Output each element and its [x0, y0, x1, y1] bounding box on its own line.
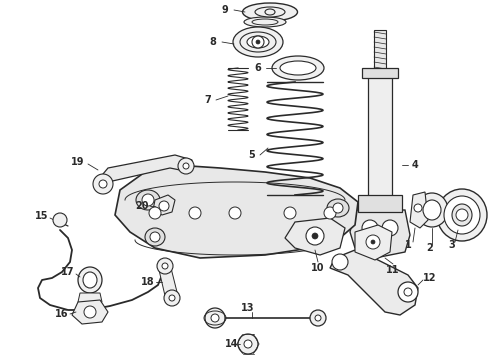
Circle shape — [169, 295, 175, 301]
Circle shape — [362, 220, 378, 236]
Ellipse shape — [136, 190, 160, 210]
Polygon shape — [159, 268, 178, 300]
Polygon shape — [358, 195, 402, 212]
Circle shape — [205, 308, 225, 328]
Ellipse shape — [233, 27, 283, 57]
Ellipse shape — [327, 199, 349, 217]
Circle shape — [84, 306, 96, 318]
Text: 20: 20 — [135, 201, 149, 211]
Circle shape — [371, 240, 375, 244]
Polygon shape — [153, 195, 175, 215]
Text: 2: 2 — [427, 243, 433, 253]
Ellipse shape — [423, 200, 441, 220]
Ellipse shape — [416, 193, 448, 227]
Ellipse shape — [255, 7, 285, 17]
Circle shape — [414, 204, 422, 212]
Circle shape — [382, 220, 398, 236]
Circle shape — [333, 203, 343, 213]
Circle shape — [178, 158, 194, 174]
Circle shape — [456, 209, 468, 221]
Ellipse shape — [265, 9, 275, 15]
Circle shape — [93, 174, 113, 194]
Polygon shape — [374, 30, 386, 72]
Circle shape — [189, 207, 201, 219]
Polygon shape — [368, 70, 392, 215]
Ellipse shape — [444, 196, 480, 234]
Ellipse shape — [244, 17, 286, 27]
Polygon shape — [98, 155, 192, 188]
Text: 10: 10 — [311, 263, 325, 273]
Circle shape — [284, 207, 296, 219]
Text: 19: 19 — [71, 157, 85, 167]
Text: 17: 17 — [61, 267, 75, 277]
Circle shape — [366, 235, 380, 249]
Text: 14: 14 — [225, 339, 239, 349]
Circle shape — [183, 163, 189, 169]
Ellipse shape — [437, 189, 487, 241]
Circle shape — [332, 254, 348, 270]
Text: 18: 18 — [141, 277, 155, 287]
Circle shape — [315, 315, 321, 321]
Text: 4: 4 — [412, 160, 418, 170]
Polygon shape — [350, 210, 410, 258]
Circle shape — [229, 207, 241, 219]
Circle shape — [404, 288, 412, 296]
Text: 11: 11 — [386, 265, 400, 275]
Text: 5: 5 — [248, 150, 255, 160]
Circle shape — [142, 194, 154, 206]
Text: 1: 1 — [405, 240, 412, 250]
Circle shape — [159, 201, 169, 211]
Polygon shape — [72, 300, 108, 324]
Polygon shape — [330, 250, 418, 315]
Ellipse shape — [240, 32, 276, 52]
Text: 16: 16 — [55, 309, 69, 319]
Circle shape — [324, 207, 336, 219]
Circle shape — [211, 314, 219, 322]
Text: 13: 13 — [241, 303, 255, 313]
Circle shape — [244, 340, 252, 348]
Ellipse shape — [243, 3, 297, 21]
Circle shape — [256, 40, 260, 44]
Ellipse shape — [145, 228, 165, 246]
Ellipse shape — [247, 36, 269, 48]
Ellipse shape — [83, 272, 97, 288]
Circle shape — [310, 310, 326, 326]
Circle shape — [252, 36, 264, 48]
Ellipse shape — [78, 267, 102, 293]
Circle shape — [238, 334, 258, 354]
Polygon shape — [355, 225, 392, 260]
Text: 15: 15 — [35, 211, 49, 221]
Circle shape — [53, 213, 67, 227]
Polygon shape — [362, 68, 398, 78]
Text: 3: 3 — [449, 240, 455, 250]
Polygon shape — [115, 165, 358, 258]
Text: 7: 7 — [205, 95, 211, 105]
Ellipse shape — [272, 56, 324, 80]
Circle shape — [306, 227, 324, 245]
Ellipse shape — [452, 204, 472, 226]
Text: 8: 8 — [210, 37, 217, 47]
Circle shape — [99, 180, 107, 188]
Polygon shape — [410, 192, 428, 228]
Text: 6: 6 — [255, 63, 261, 73]
Circle shape — [149, 207, 161, 219]
Polygon shape — [285, 218, 345, 255]
Circle shape — [398, 282, 418, 302]
Circle shape — [164, 290, 180, 306]
Circle shape — [162, 263, 168, 269]
Circle shape — [157, 258, 173, 274]
Text: 12: 12 — [423, 273, 437, 283]
Polygon shape — [78, 293, 102, 306]
Circle shape — [312, 233, 318, 239]
Ellipse shape — [280, 61, 316, 75]
Text: 9: 9 — [221, 5, 228, 15]
Circle shape — [150, 232, 160, 242]
